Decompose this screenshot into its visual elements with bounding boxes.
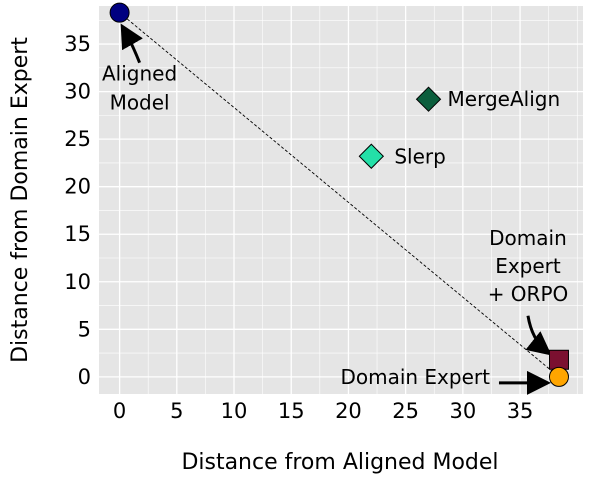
- x-tick-label: 15: [278, 399, 305, 423]
- annotation-arrows: [120, 23, 552, 395]
- point-slerp: [358, 143, 385, 169]
- x-tick-label: 20: [335, 399, 362, 423]
- x-tick-label: 5: [170, 399, 183, 423]
- arrow-domain-expert-orpo: [525, 315, 552, 356]
- point-label: Domain Expert: [340, 365, 490, 389]
- y-tick-label: 0: [78, 365, 91, 389]
- point-domain-expert-orpo: [548, 349, 569, 370]
- point-label: Aligned: [102, 62, 177, 86]
- y-tick-label: 10: [64, 270, 91, 294]
- point-labels: Aligned Model MergeAlign Slerp Domain Expert +…: [102, 62, 568, 389]
- y-tick-label: 15: [64, 222, 91, 246]
- y-tick-label: 25: [64, 127, 91, 151]
- x-tick-labels: 0 5 10 15 20 25 30 35: [113, 399, 534, 423]
- reference-line: [119, 12, 560, 378]
- grid-lines: [99, 6, 583, 394]
- x-tick-label: 25: [392, 399, 419, 423]
- x-tick-label: 10: [221, 399, 248, 423]
- x-tick-label: 0: [113, 399, 126, 423]
- x-tick-label: 35: [507, 399, 534, 423]
- y-axis-label: Distance from Domain Expert: [8, 37, 33, 363]
- point-label: Slerp: [394, 144, 445, 168]
- point-label: Domain: [489, 226, 567, 250]
- y-tick-label: 30: [64, 80, 91, 104]
- point-aligned-model: [109, 2, 130, 23]
- point-mergealign: [415, 86, 442, 112]
- arrow-aligned-model: [120, 23, 143, 64]
- x-tick-label: 30: [449, 399, 476, 423]
- point-label: + ORPO: [488, 282, 569, 306]
- point-label: MergeAlign: [448, 87, 561, 111]
- data-points: [109, 2, 569, 387]
- point-label: Expert: [495, 254, 561, 278]
- y-tick-label: 35: [64, 32, 91, 56]
- point-label: Model: [110, 91, 170, 115]
- y-tick-label: 20: [64, 175, 91, 199]
- y-tick-labels: 0 5 10 15 20 25 30 35: [64, 32, 91, 389]
- x-axis-label: Distance from Aligned Model: [181, 450, 498, 475]
- y-tick-label: 5: [78, 317, 91, 341]
- point-domain-expert: [548, 366, 569, 387]
